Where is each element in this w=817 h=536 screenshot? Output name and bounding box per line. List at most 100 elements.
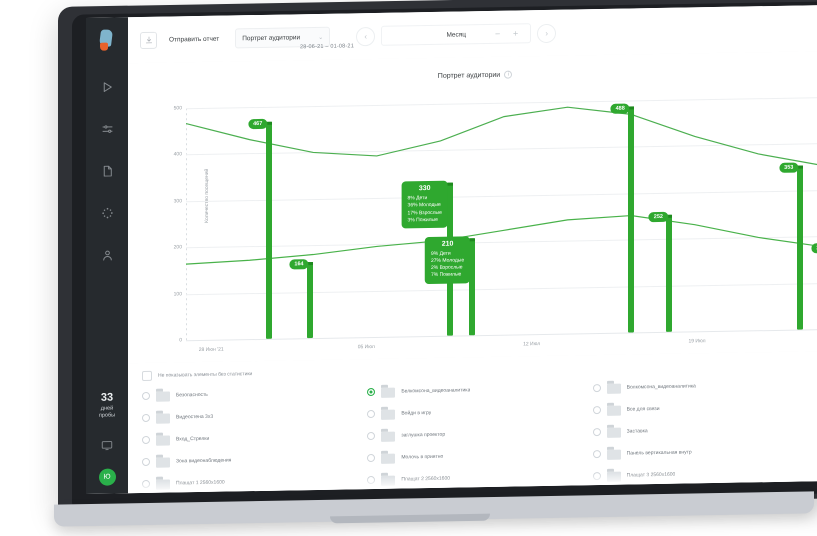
sidebar-nav: [86, 75, 128, 266]
list-item-label: Зона видеонаблюдения: [176, 456, 232, 464]
folder-icon: [156, 454, 170, 468]
list-item-label: Видеостена 3х3: [176, 413, 214, 420]
trial-days: 33: [100, 391, 114, 404]
y-axis-tick: 500: [173, 105, 182, 112]
x-axis-tick: 05 Июл: [357, 343, 375, 351]
folder-icon: [606, 380, 621, 394]
list-item-radio[interactable]: [142, 391, 150, 400]
list-item[interactable]: Войди в игру: [367, 403, 582, 420]
list-item-radio[interactable]: [142, 457, 150, 466]
sidebar-item-account[interactable]: [96, 243, 118, 265]
folder-icon: [606, 402, 621, 416]
list-item-radio[interactable]: [592, 383, 601, 392]
sidebar-item-devices[interactable]: [96, 201, 118, 223]
list-item[interactable]: Видеостена 3х3: [142, 407, 357, 424]
dots-circle-icon: [101, 207, 113, 218]
status-badge: 488: [610, 103, 630, 114]
hide-empty-checkbox[interactable]: [142, 370, 152, 382]
list-item-radio[interactable]: [592, 405, 601, 414]
list-item-label: Белкомсона_видеоаналитика: [401, 386, 471, 394]
legend-column: Безопасность Видеостена 3х3 Вход_Стрелки Зо…: [142, 385, 357, 490]
trial-badge: 33 дней пробы: [86, 391, 128, 420]
table-row[interactable]: [469, 237, 476, 336]
page-title: Портрет аудитории: [437, 71, 501, 80]
table-row[interactable]: [307, 261, 314, 339]
list-item[interactable]: Заставка: [592, 421, 808, 438]
bar-cap: [469, 237, 476, 241]
chart-curves: [186, 106, 817, 265]
x-axis-tick: 19 Июл: [688, 338, 706, 345]
folder-icon: [606, 424, 621, 438]
list-item-label: Заставка: [626, 427, 648, 435]
table-row[interactable]: [628, 105, 635, 333]
list-item-radio[interactable]: [142, 413, 150, 422]
sidebar-item-broadcast[interactable]: [96, 75, 118, 97]
list-item-label: Панель вертикальная внутр: [626, 448, 692, 457]
prev-period-button[interactable]: ‹: [356, 26, 376, 46]
hide-empty-filter[interactable]: Не показывать элементы без статистики: [142, 359, 808, 382]
x-axis-tick: 12 Июл: [523, 341, 541, 348]
period-value: Месяц: [446, 30, 467, 39]
sliders-icon: [102, 124, 112, 133]
list-item-label: Все для связи: [626, 405, 660, 413]
date-range-label: 28-06-21 – 01-08-21: [300, 43, 354, 51]
tooltip-row: 36% Молодые: [407, 202, 441, 209]
y-axis-tick: 100: [173, 290, 182, 298]
table-row[interactable]: [796, 165, 803, 330]
status-badge: 178: [810, 243, 817, 254]
zoom-out-button[interactable]: −: [494, 28, 501, 39]
zoom-in-button[interactable]: +: [512, 28, 519, 39]
trial-line1: дней: [100, 405, 114, 412]
next-period-button[interactable]: ›: [537, 23, 557, 43]
list-item-radio[interactable]: [367, 431, 376, 440]
list-item[interactable]: Все для связи: [592, 399, 808, 416]
period-select[interactable]: Месяц − +: [381, 23, 532, 46]
sidebar-item-monitor[interactable]: [96, 434, 118, 456]
sidebar-item-reports[interactable]: [96, 159, 118, 181]
list-item-label: Безопасность: [176, 391, 208, 398]
list-item[interactable]: заглушка проектор: [367, 425, 582, 442]
chevron-down-icon: ⌄: [318, 34, 324, 41]
chart-card: Портрет аудитории i Количество посещений…: [128, 51, 817, 364]
monitor-icon: [101, 441, 113, 451]
list-item-radio[interactable]: [367, 453, 376, 462]
x-axis-tick: 28 Июн '21: [198, 346, 224, 354]
info-icon[interactable]: i: [504, 70, 513, 79]
list-item-radio[interactable]: [142, 435, 150, 444]
tooltip-row: 3% Пожилые: [407, 216, 438, 224]
tooltip-row: 27% Молодые: [430, 257, 465, 264]
status-badge: 252: [648, 211, 668, 223]
laptop-base-lip: [330, 513, 490, 524]
table-row[interactable]: [265, 122, 272, 339]
app-logo[interactable]: [96, 29, 118, 53]
list-item[interactable]: Волкомсона_видеоаналитика: [592, 377, 808, 394]
folder-icon: [156, 388, 170, 402]
table-row[interactable]: [666, 214, 673, 332]
folder-icon: [381, 406, 396, 420]
list-item-radio[interactable]: [367, 409, 376, 418]
list-item[interactable]: Зона видеонаблюдения: [142, 451, 357, 468]
list-item[interactable]: Вход_Стрелки: [142, 429, 357, 446]
list-item[interactable]: Молочь в приятно: [367, 447, 582, 464]
chart-tooltip: 210 9% Дети 27% Молодые 2% Взрослые 7% Пожил…: [424, 235, 471, 284]
export-report-button[interactable]: [140, 31, 157, 49]
list-item[interactable]: Панель вертикальная внутр: [592, 443, 808, 460]
folder-icon: [381, 428, 396, 442]
document-icon: [103, 165, 112, 177]
list-item[interactable]: Безопасность: [142, 385, 357, 402]
tooltip-value: 210: [441, 240, 454, 248]
app-screen: 33 дней пробы Ю: [86, 5, 817, 494]
list-item[interactable]: Белкомсона_видеоаналитика: [367, 381, 582, 398]
legend-column: Белкомсона_видеоаналитика Войди в игру заг…: [367, 381, 582, 486]
sidebar-item-playlists[interactable]: [96, 117, 118, 139]
list-item-radio[interactable]: [592, 427, 601, 436]
y-axis-tick: 0: [179, 337, 182, 344]
status-badge: 353: [779, 162, 799, 174]
list-item-radio[interactable]: [367, 387, 376, 396]
folder-icon: [381, 384, 396, 398]
y-axis-tick: 200: [173, 244, 182, 251]
list-item-radio[interactable]: [592, 449, 601, 458]
avatar[interactable]: Ю: [98, 468, 116, 486]
download-icon: [145, 36, 152, 44]
sidebar: 33 дней пробы Ю: [86, 17, 128, 494]
